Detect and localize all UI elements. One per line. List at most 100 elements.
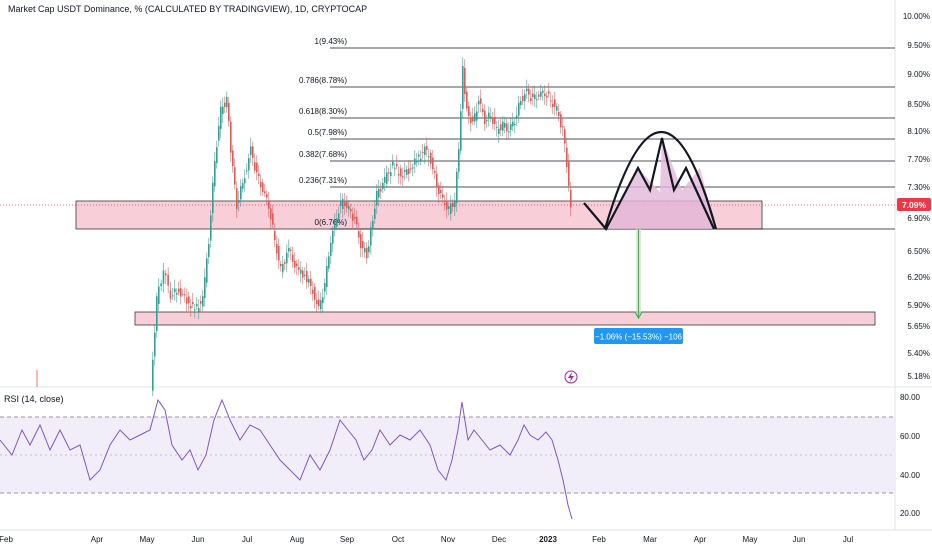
- candle-body: [512, 121, 514, 127]
- candle-body: [244, 178, 246, 184]
- candle-body: [560, 114, 562, 128]
- candle-body: [234, 167, 236, 185]
- fib-retracement[interactable]: 1(9.43%) 0.786(8.78%) 0.618(8.30%) 0.5(7.98…: [299, 37, 895, 230]
- candle-body: [218, 126, 220, 141]
- candle-body: [410, 168, 412, 170]
- price-tick-label: 7.70%: [907, 155, 930, 164]
- candle-body: [414, 158, 416, 165]
- candle-body: [172, 295, 174, 297]
- candle-body: [502, 121, 504, 131]
- candle-body: [504, 122, 506, 128]
- candle-body: [354, 216, 356, 219]
- candle-body: [376, 191, 378, 206]
- candle-body: [228, 102, 230, 122]
- candle-body: [248, 158, 250, 171]
- candle-body: [196, 303, 198, 307]
- candle-body: [336, 218, 338, 227]
- candle-body: [280, 263, 282, 267]
- rsi-axis[interactable]: 80.00 60.00 40.00 20.00: [900, 393, 921, 518]
- time-axis-label: Feb: [592, 535, 606, 544]
- fib-level-label: 0.236(7.31%): [299, 176, 347, 185]
- head-and-shoulders-drawing[interactable]: [583, 130, 718, 231]
- candle-body: [188, 296, 190, 304]
- candle-body: [169, 290, 172, 299]
- candle-body: [310, 278, 312, 286]
- candle-body: [292, 254, 294, 262]
- rsi-title[interactable]: RSI (14, close): [4, 394, 64, 404]
- price-tick-label: 5.90%: [907, 301, 930, 310]
- rsi-tick-label: 80.00: [900, 393, 921, 402]
- price-range-measure[interactable]: −1.06% (−15.53%) −106: [594, 229, 683, 344]
- candle-body: [534, 94, 536, 99]
- candle-body: [528, 88, 530, 95]
- candle-body: [360, 234, 362, 249]
- candle-body: [342, 199, 344, 209]
- candle-body: [212, 182, 214, 214]
- candle-body: [408, 168, 410, 174]
- candle-body: [498, 128, 500, 134]
- candle-body: [346, 200, 348, 209]
- candle-body: [230, 121, 232, 153]
- price-tick-label: 10.00%: [903, 12, 930, 21]
- rsi-tick-label: 20.00: [900, 509, 921, 518]
- candle-body: [430, 152, 432, 164]
- candle-body: [536, 99, 538, 101]
- candle-body: [202, 296, 204, 307]
- candle-body: [348, 206, 350, 210]
- candle-body: [444, 202, 446, 205]
- candle-body: [466, 91, 468, 109]
- candle-body: [156, 296, 158, 332]
- candle-body: [500, 124, 502, 131]
- candle-body: [386, 172, 388, 184]
- candle-body: [392, 161, 394, 166]
- time-axis-label: Jun: [793, 535, 806, 544]
- candle-body: [440, 190, 442, 194]
- candle-body: [416, 160, 418, 163]
- support-zone-lower[interactable]: [134, 311, 876, 326]
- candle-body: [304, 274, 306, 276]
- candle-body: [380, 189, 382, 192]
- candle-body: [420, 158, 422, 161]
- candle-body: [322, 297, 324, 304]
- time-axis-label: Nov: [441, 535, 455, 544]
- chart-title[interactable]: Market Cap USDT Dominance, % (CALCULATED…: [8, 4, 368, 14]
- time-axis[interactable]: Feb Apr May Jun Jul Aug Sep Oct Nov Dec 2023 Feb Mar…: [0, 535, 853, 544]
- candle-body: [308, 279, 310, 283]
- candle-body: [372, 220, 374, 230]
- candle-body: [554, 99, 556, 107]
- candle-body: [316, 300, 318, 305]
- candle-body: [520, 101, 522, 105]
- candle-body: [496, 126, 498, 128]
- rsi-tick-label: 60.00: [900, 432, 921, 441]
- fib-level-label: 1(9.43%): [315, 37, 348, 46]
- candle-body: [328, 256, 330, 269]
- candle-body: [152, 359, 154, 391]
- candle-body: [442, 194, 444, 198]
- price-tick-label: 7.30%: [907, 183, 930, 192]
- current-price-badge: [897, 198, 931, 211]
- candle-body: [250, 146, 252, 155]
- candle-body: [362, 241, 364, 249]
- candle-body: [326, 266, 328, 287]
- lightning-icon[interactable]: [564, 370, 578, 384]
- candle-body: [418, 154, 420, 157]
- candle-body: [264, 191, 266, 194]
- price-tick-label: 5.40%: [907, 349, 930, 358]
- candle-body: [396, 163, 398, 167]
- candle-body: [532, 93, 534, 98]
- price-axis[interactable]: 10.00% 9.50% 9.00% 8.50% 8.10% 7.70% 7.30% 6.90…: [903, 12, 930, 381]
- candle-body: [484, 110, 486, 124]
- candle-body: [486, 120, 488, 122]
- candle-body: [266, 194, 268, 198]
- candle-body: [374, 208, 376, 220]
- candle-body: [302, 270, 304, 278]
- candle-body: [446, 200, 448, 210]
- candle-body: [340, 201, 342, 207]
- candle-body: [165, 273, 167, 276]
- candle-body: [522, 96, 524, 102]
- candle-body: [318, 299, 320, 307]
- candle-body: [492, 118, 494, 124]
- candle-body: [200, 301, 202, 304]
- time-axis-label: Apr: [694, 535, 707, 544]
